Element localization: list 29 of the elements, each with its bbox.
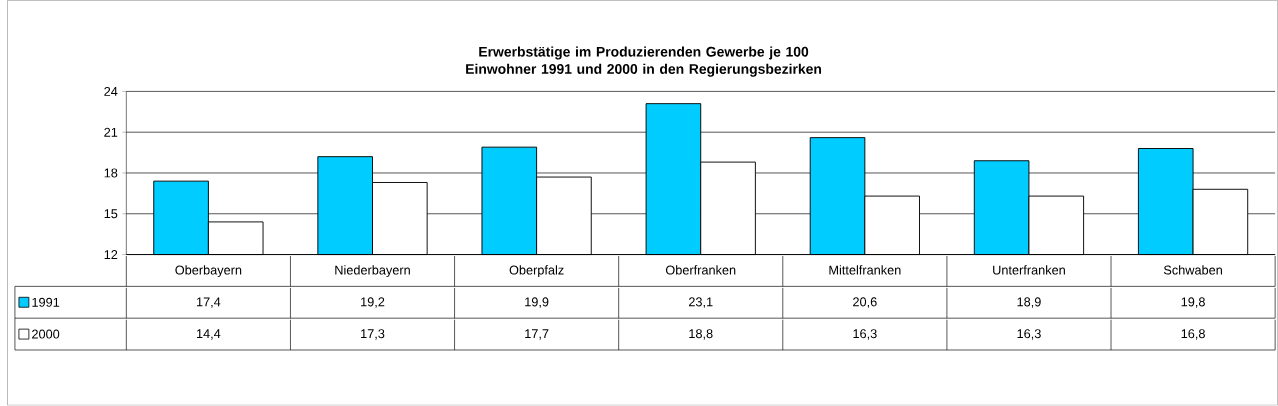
data-label: 20,6: [853, 297, 877, 309]
x-tick-label: Oberpfalz: [509, 265, 564, 278]
x-tick-label: Oberfranken: [665, 265, 736, 275]
chart-title: Erwerbstätige im Produzierenden Gewerbe je 100 Einwohner 1991 und 2000 in den Regierungsbezirken: [466, 46, 822, 77]
data-label: 17,4: [196, 297, 221, 309]
data-label: 19,8: [1181, 297, 1205, 309]
data-label: 16,3: [1017, 329, 1041, 340]
data-label: 18,8: [689, 329, 713, 340]
data-label: 19,9: [525, 297, 549, 309]
y-tick-label: 15: [104, 209, 118, 219]
data-label: 14,4: [196, 329, 221, 340]
y-tick-label: 12: [104, 250, 118, 260]
data-label: 17,7: [525, 329, 549, 340]
y-tick-label: 21: [104, 127, 118, 137]
y-tick-label: 18: [104, 168, 118, 178]
data-label: 16,3: [853, 329, 877, 340]
y-tick-label: 24: [104, 87, 118, 97]
data-label: 16,8: [1181, 329, 1205, 340]
x-tick-label: Niederbayern: [335, 265, 410, 278]
legend-label: 2000: [32, 329, 60, 339]
data-label: 23,1: [688, 297, 713, 309]
data-label: 19,2: [361, 297, 385, 309]
data-label: 17,3: [361, 329, 385, 340]
x-tick-label: Unterfranken: [993, 265, 1065, 275]
x-tick-label: Mittelfranken: [829, 265, 901, 275]
legend-label: 1991: [32, 297, 60, 307]
x-tick-label: Oberbayern: [175, 265, 242, 278]
x-tick-label: Schwaben: [1163, 265, 1222, 275]
data-label: 18,9: [1017, 297, 1041, 309]
